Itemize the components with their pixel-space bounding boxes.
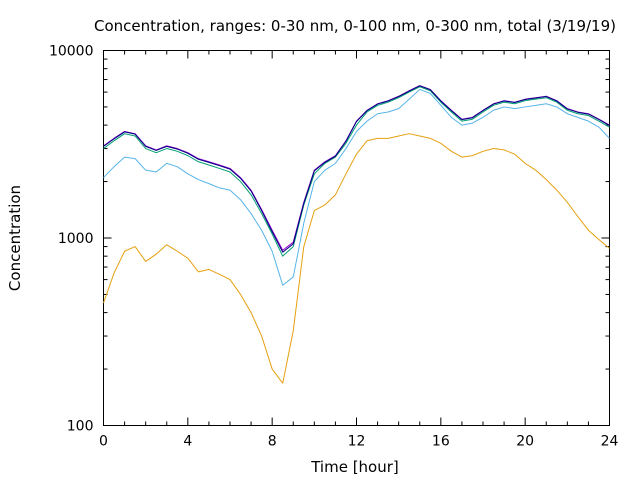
y-tick-label: 1000 xyxy=(58,231,94,247)
x-tick-label: 16 xyxy=(432,434,450,450)
y-tick-label: 100 xyxy=(67,419,94,435)
series-line-5 xyxy=(103,85,610,253)
series-line-1 xyxy=(103,133,610,384)
plot-frame xyxy=(103,50,610,426)
x-tick-label: 8 xyxy=(268,434,277,450)
y-tick-label: 10000 xyxy=(49,44,94,60)
x-axis-label: Time [hour] xyxy=(310,458,399,476)
x-tick-label: 24 xyxy=(601,434,619,450)
chart-title: Concentration, ranges: 0-30 nm, 0-100 nm… xyxy=(94,17,616,35)
series-group xyxy=(103,85,610,384)
x-tick-label: 20 xyxy=(516,434,534,450)
x-tick-label: 4 xyxy=(183,434,192,450)
x-tick-label: 12 xyxy=(348,434,366,450)
x-tick-label: 0 xyxy=(99,434,108,450)
axis-ticks: 0 4 8 12 16 20 24 100 1000 10000 xyxy=(49,44,619,450)
series-line-2 xyxy=(103,88,610,286)
y-axis-label: Concentration xyxy=(6,185,24,291)
series-line-3 xyxy=(103,86,610,257)
